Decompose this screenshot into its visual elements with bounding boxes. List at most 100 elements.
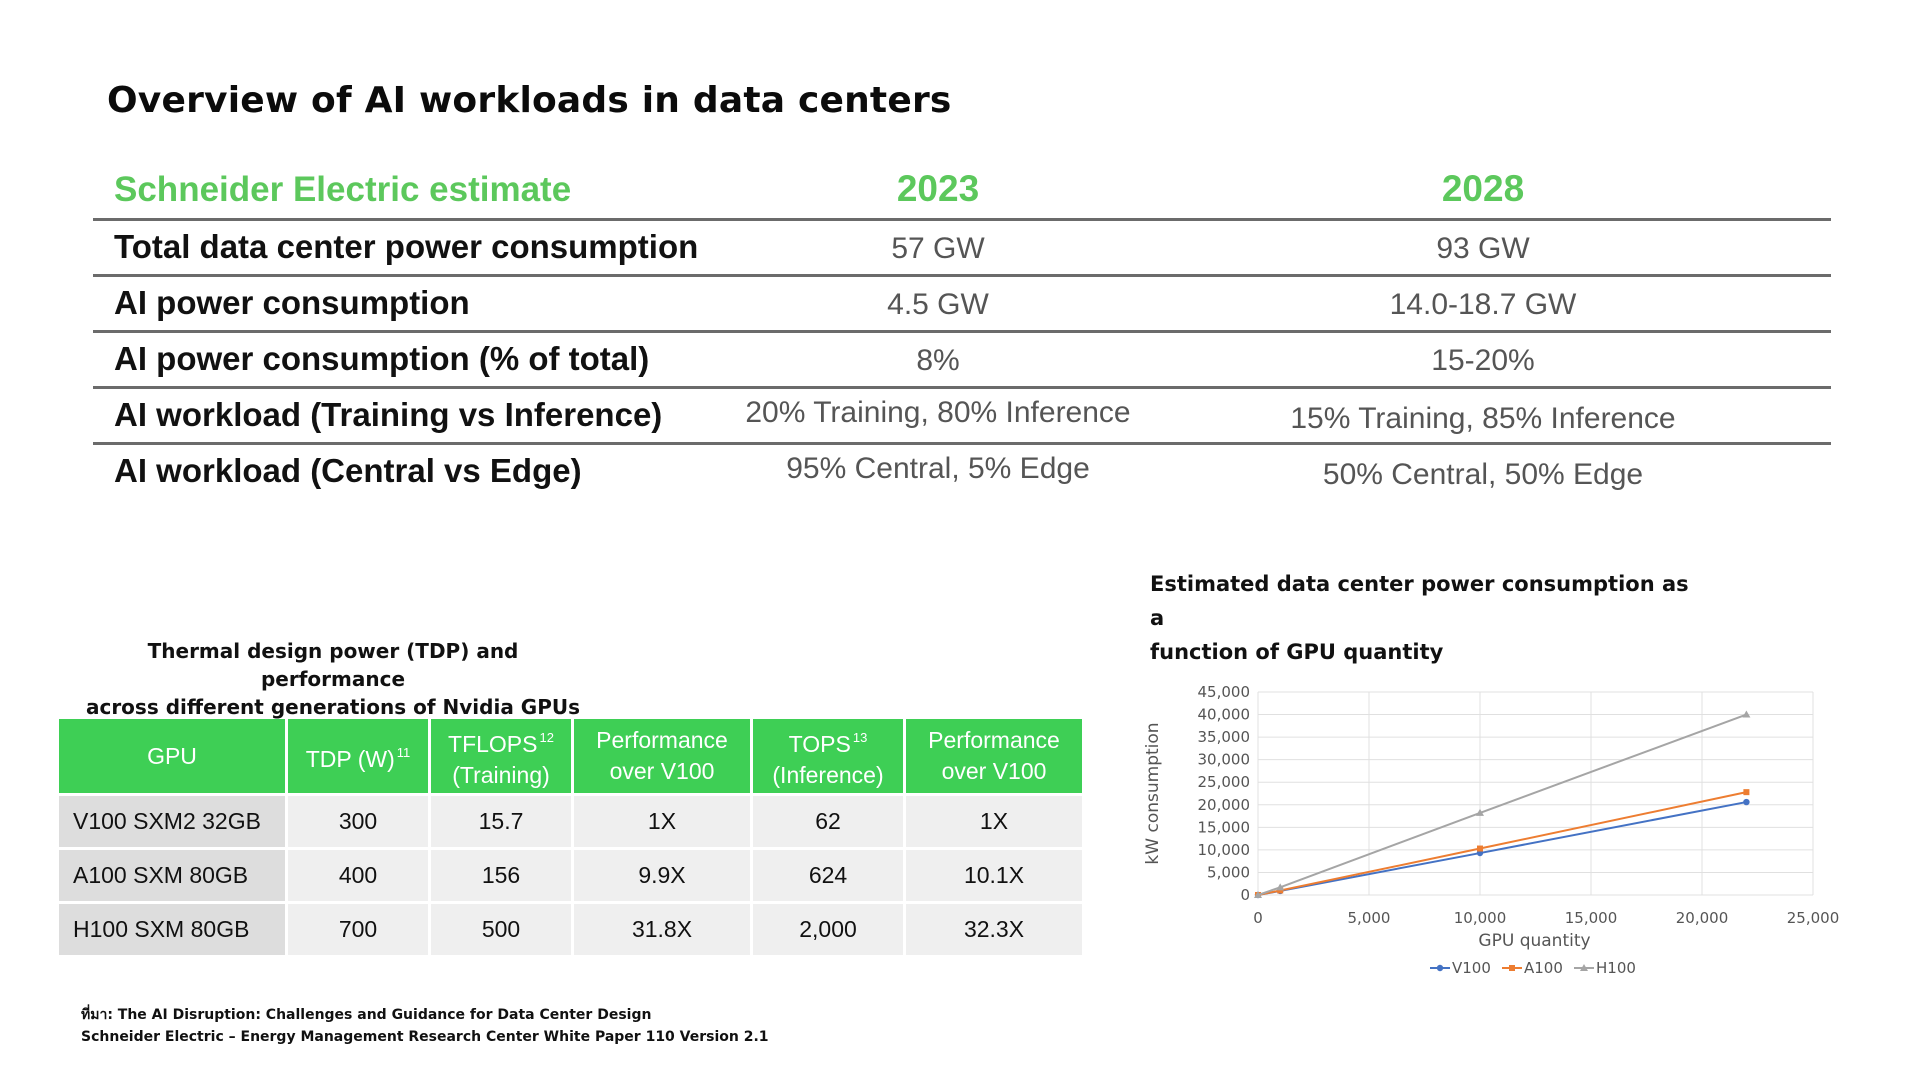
estimate-header-row: Schneider Electric estimate 2023 2028 [93,165,1831,218]
series-line-a100 [1257,791,1747,896]
chart-title-line: Estimated data center power consumption … [1150,572,1689,630]
divider [93,218,1831,221]
table-row: H100 SXM 80GB 700 500 31.8X 2,000 32.3X [59,904,1082,955]
x-tick-label: 5,000 [1348,909,1391,927]
legend-label-v100: V100 [1452,959,1491,977]
table-row: V100 SXM2 32GB 300 15.7 1X 62 1X [59,796,1082,847]
header-tops: TOPS 13 (Inference) [753,719,903,793]
y-tick-label: 25,000 [1198,773,1251,791]
footnote-ref: 12 [539,729,554,745]
series-line-h100 [1257,713,1747,896]
x-tick-label: 15,000 [1565,909,1618,927]
gpu-caption-line: Thermal design power (TDP) and performan… [147,639,519,691]
legend-marker-h100 [1580,964,1588,971]
table-cell: 1X [574,796,750,847]
table-cell: 400 [288,850,428,901]
header-perf-l2: over V100 [941,758,1047,784]
gpu-name-cell: H100 SXM 80GB [59,904,285,955]
chart-title: Estimated data center power consumption … [1150,567,1710,669]
estimate-value-2028: 14.0-18.7 GW [1389,288,1577,321]
table-cell: 156 [431,850,571,901]
legend-label-h100: H100 [1596,959,1636,977]
series-line-v100 [1257,801,1747,896]
estimate-metric: AI power consumption (% of total) [114,340,650,377]
estimate-metric: AI workload (Training vs Inference) [114,396,663,433]
y-tick-label: 20,000 [1198,796,1251,814]
table-cell: 32.3X [906,904,1082,955]
estimate-table: Schneider Electric estimate 2023 2028 To… [93,165,1831,498]
gpu-header-row: GPU TDP (W) 11 TFLOPS 12 (Training) Perform… [59,719,1082,793]
source-note: ที่มา: The AI Disruption: Challenges and… [81,1004,769,1048]
y-tick-label: 0 [1240,886,1250,904]
table-cell: 2,000 [753,904,903,955]
estimate-value-2028: 15% Training, 85% Inference [1290,402,1676,435]
header-perf-inference: Performance over V100 [906,719,1082,793]
estimate-value-2023: 57 GW [891,232,985,265]
divider [93,442,1831,445]
estimate-header-2023: 2023 [896,168,980,209]
estimate-row: AI workload (Training vs Inference) 20% … [93,389,1831,442]
y-tick-label: 35,000 [1198,728,1251,746]
header-perf-training: Performance over V100 [574,719,750,793]
header-tdp-label: TDP (W) [305,746,395,772]
data-point-a100 [1277,887,1284,894]
estimate-row: AI workload (Central vs Edge) 95% Centra… [93,445,1831,498]
header-tflops: TFLOPS 12 (Training) [431,719,571,793]
data-point-h100 [1276,883,1285,891]
estimate-header-label: Schneider Electric estimate [114,170,572,209]
table-cell: 1X [906,796,1082,847]
y-tick-label: 5,000 [1207,863,1250,881]
gpu-caption-line: across different generations of Nvidia G… [85,695,581,719]
chart-title-line: function of GPU quantity [1150,640,1444,664]
x-tick-label: 10,000 [1454,909,1507,927]
table-cell: 624 [753,850,903,901]
estimate-value-2023: 20% Training, 80% Inference [745,396,1131,429]
y-tick-label: 40,000 [1198,706,1251,724]
x-axis-label: GPU quantity [1478,931,1590,951]
header-tops-sub: (Inference) [772,761,884,788]
divider [93,274,1831,277]
estimate-row: AI power consumption (% of total) 8% 15-… [93,333,1831,386]
gpu-table: GPU TDP (W) 11 TFLOPS 12 (Training) Perform… [56,716,1085,958]
legend-marker-a100 [1509,965,1515,971]
y-tick-label: 10,000 [1198,841,1251,859]
header-perf-l1: Performance [596,727,728,753]
data-point-h100 [1742,710,1751,718]
source-line: Schneider Electric – Energy Management R… [81,1029,769,1045]
header-tflops-label: TFLOPS [448,730,538,757]
gpu-name-cell: A100 SXM 80GB [59,850,285,901]
estimate-metric: AI power consumption [114,284,470,321]
legend-marker-v100 [1436,964,1444,972]
header-tflops-sub: (Training) [452,761,550,788]
estimate-row: AI power consumption 4.5 GW 14.0-18.7 GW [93,277,1831,330]
y-tick-label: 15,000 [1198,818,1251,836]
estimate-value-2023: 8% [916,344,960,377]
estimate-value-2023: 4.5 GW [887,288,989,321]
x-tick-label: 25,000 [1787,909,1840,927]
estimate-value-2028: 15-20% [1431,344,1535,377]
table-cell: 700 [288,904,428,955]
page-title: Overview of AI workloads in data centers [107,80,952,121]
x-tick-label: 20,000 [1676,909,1729,927]
y-tick-label: 45,000 [1198,683,1251,701]
data-point-v100 [1743,798,1750,806]
gpu-name-cell: V100 SXM2 32GB [59,796,285,847]
gpu-table-caption: Thermal design power (TDP) and performan… [78,637,588,721]
power-consumption-chart: 0 5,000 10,000 15,000 20,000 25,000 30,000 35,0… [1143,683,1840,977]
estimate-row: Total data center power consumption 57 G… [93,221,1831,274]
estimate-header-2028: 2028 [1441,168,1525,209]
divider [93,386,1831,389]
header-tdp: TDP (W) 11 [288,719,428,793]
estimate-value-2028: 50% Central, 50% Edge [1322,458,1644,491]
footnote-ref: 13 [852,729,868,745]
table-cell: 15.7 [431,796,571,847]
table-cell: 62 [753,796,903,847]
header-tops-label: TOPS [788,730,851,757]
header-perf-l2: over V100 [609,758,715,784]
legend-label-a100: A100 [1524,959,1563,977]
estimate-metric: Total data center power consumption [114,228,699,265]
data-point-h100 [1254,891,1262,898]
table-cell: 31.8X [574,904,750,955]
source-line: ที่มา: The AI Disruption: Challenges and… [81,1007,652,1023]
estimate-metric: AI workload (Central vs Edge) [114,452,582,489]
